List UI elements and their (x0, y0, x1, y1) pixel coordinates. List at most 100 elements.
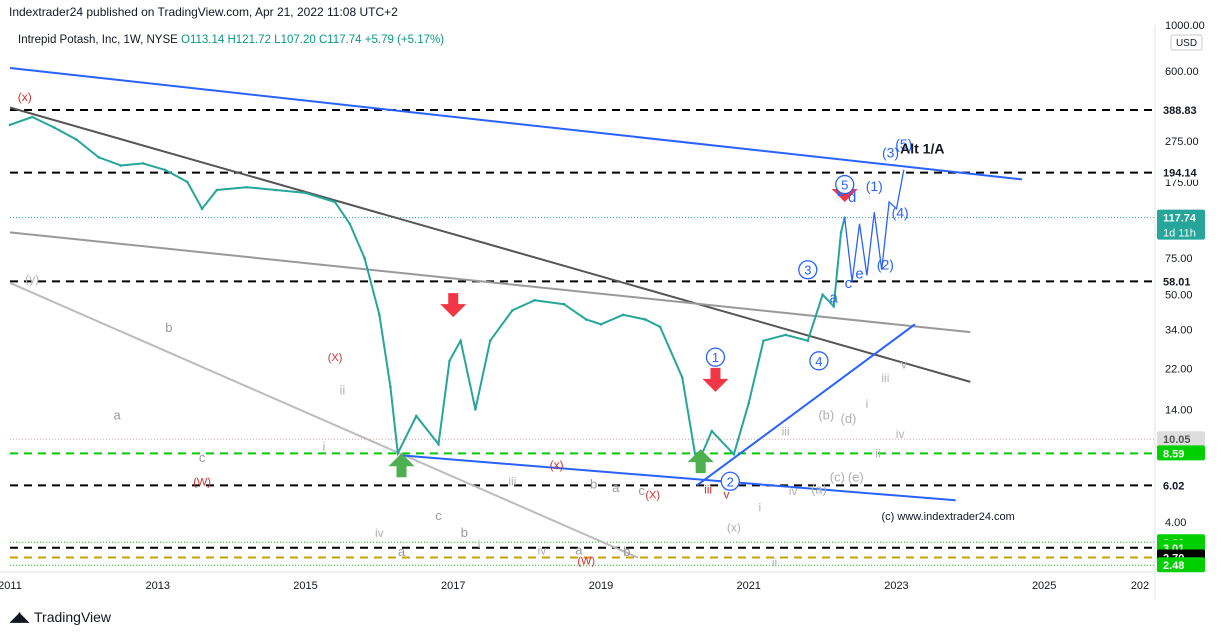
price-point-16 (363, 256, 366, 260)
wave-label-42: c (845, 275, 853, 292)
wave-label-19: c (638, 483, 645, 498)
low-value: L107.20 (274, 34, 316, 46)
wave-label-26: (x) (727, 521, 741, 535)
wave-label-46: (1) (866, 178, 883, 194)
price-point-29 (584, 318, 588, 321)
down-arrow-icon-3 (702, 367, 729, 392)
trendline-3 (9, 282, 639, 559)
wave-label-40: v (901, 358, 907, 372)
y-tick-4: 75.00 (1165, 253, 1193, 265)
wave-label-50: (5) (895, 136, 912, 152)
high-value: H121.72 (227, 34, 271, 46)
price-point-38 (747, 401, 751, 405)
wave-label-22: (W) (577, 555, 595, 567)
wave-label-8: i (323, 439, 326, 454)
price-point-18 (389, 385, 392, 389)
wave-label-0: (x) (18, 90, 32, 104)
price-label-2: 117.74 (1163, 213, 1197, 225)
y-tick-3: 175.00 (1165, 177, 1199, 189)
change-value: +5.79 (+5.17%) (364, 34, 445, 46)
price-label-bg-1 (1157, 164, 1205, 180)
wave-label-35: (e) (848, 469, 864, 484)
price-label-3: 58.01 (1163, 276, 1191, 288)
circled-wave-0 (705, 347, 726, 367)
circled-wave-label-2: 3 (804, 263, 811, 278)
tradingview-logo[interactable]: ◢◣ TradingView (10, 609, 111, 625)
price-point-20 (414, 414, 418, 418)
price-point-2 (53, 126, 56, 129)
price-point-13 (304, 191, 307, 195)
wave-label-30: iv (789, 484, 798, 498)
price-point-3 (75, 138, 78, 141)
axes (0, 25, 1156, 600)
wave-label-37: ii (875, 447, 880, 461)
wave-label-38: iii (881, 371, 889, 385)
price-point-17 (378, 313, 381, 317)
x-tick-2: 2015 (293, 580, 317, 592)
wave-label-36: i (866, 397, 869, 411)
x-tick-1: 2013 (145, 580, 169, 592)
y-tick-0: 1000.00 (1165, 20, 1205, 32)
circled-wave-label-4: 5 (841, 178, 848, 193)
circled-wave-1 (720, 471, 740, 491)
price-point-37 (732, 452, 736, 456)
x-tick-7: 2025 (1032, 580, 1056, 592)
wave-label-39: iv (896, 427, 905, 441)
trendlines (9, 67, 1023, 559)
wave-label-48: (4) (892, 204, 909, 220)
price-point-26 (511, 309, 514, 312)
circled-wave-label-3: 4 (815, 354, 822, 369)
wave-label-52: (c) www.indextrader24.com (882, 511, 1015, 523)
price-point-4 (97, 156, 100, 159)
price-point-6 (141, 162, 145, 165)
wave-label-31: (a) (811, 481, 827, 496)
wave-label-34: (d) (840, 411, 856, 426)
wave-label-7: ii (340, 383, 346, 398)
price-point-12 (274, 188, 278, 192)
wave-projection (844, 169, 905, 282)
circled-wave-2 (798, 260, 818, 280)
down-arrow-icon-1 (440, 293, 467, 318)
price-point-7 (163, 168, 167, 172)
wave-label-2: b (165, 320, 172, 335)
y-tick-8: 14.00 (1165, 404, 1193, 416)
wave-label-4: c (199, 450, 206, 465)
y-tick-5: 50.00 (1165, 290, 1193, 302)
symbol-legend[interactable]: Intrepid Potash, Inc, 1W, NYSE O113.14 H… (18, 34, 444, 46)
price-point-39 (762, 339, 765, 343)
price-label-5: 8.59 (1163, 448, 1184, 460)
wave-label-15: iv (538, 543, 547, 557)
publisher-header: Indextrader24 published on TradingView.c… (9, 5, 398, 19)
price-label-bg-2 (1157, 209, 1205, 240)
currency-badge[interactable]: USD (1170, 34, 1203, 51)
price-point-42 (821, 293, 824, 297)
tv-logo-icon: ◢◣ (10, 609, 29, 624)
price-point-41 (806, 339, 810, 343)
symbol-name: Intrepid Potash, Inc, 1W, NYSE (18, 34, 178, 46)
price-point-11 (245, 185, 248, 189)
price-point-32 (643, 318, 647, 321)
wave-label-24: iii (704, 482, 712, 496)
x-tick-6: 2023 (884, 580, 908, 592)
price-label-10: 2.48 (1163, 560, 1184, 572)
wave-label-41: a (829, 289, 838, 306)
wave-label-16: (x) (550, 458, 564, 472)
price-point-22 (448, 359, 451, 363)
price-label-bg-4 (1157, 431, 1205, 447)
price-label-0: 388.83 (1163, 105, 1197, 117)
wave-label-23: (X) (645, 490, 660, 502)
wave-label-29: iii (782, 424, 790, 438)
price-point-5 (119, 164, 123, 167)
price-label-4: 10.05 (1163, 434, 1191, 446)
price-point-28 (562, 302, 566, 306)
price-point-23 (459, 339, 462, 343)
up-arrow-icon-0 (388, 453, 415, 478)
wave-label-51: Alt 1/A (900, 141, 944, 157)
price-point-21 (437, 442, 440, 446)
trendline-0 (9, 67, 1023, 181)
y-tick-9: 4.00 (1165, 517, 1186, 529)
wave-label-45: d (848, 189, 856, 206)
y-tick-2: 275.00 (1165, 136, 1199, 148)
price-line-series-0 (9, 115, 846, 470)
